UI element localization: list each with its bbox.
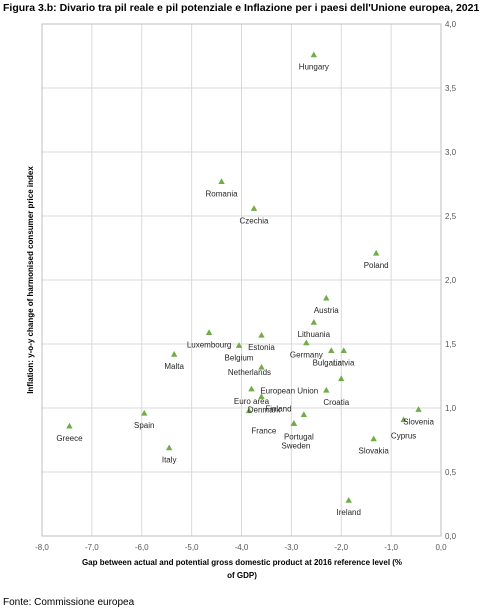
data-point — [310, 319, 318, 325]
point-labels: Hungary Romania Czechia Poland Austria Lithua… — [56, 63, 434, 517]
y-tick-label: 2,0 — [445, 276, 457, 285]
data-point — [205, 329, 213, 336]
y-tick-label: 1,0 — [445, 404, 457, 413]
data-point — [400, 416, 407, 423]
y-tick-label: 1,5 — [445, 340, 457, 349]
x-tick-label: -1,0 — [384, 543, 398, 552]
data-point — [218, 178, 225, 184]
data-label: Romania — [206, 189, 239, 198]
data-point — [328, 347, 335, 353]
grid — [41, 23, 442, 537]
data-point — [290, 420, 298, 426]
data-point — [323, 294, 330, 301]
y-tick-label: 4,0 — [445, 20, 457, 29]
data-label: European Union — [260, 387, 318, 396]
data-label: Euro area — [234, 397, 270, 406]
data-label: Latvia — [333, 358, 355, 367]
source-note: Fonte: Commissione europea — [3, 597, 135, 608]
data-label: Estonia — [248, 343, 275, 352]
data-label: Slovenia — [403, 417, 434, 426]
data-label: Ireland — [336, 508, 360, 517]
data-label: Cyprus — [391, 432, 416, 441]
data-label: Denmark — [248, 406, 281, 415]
x-tick-label: -4,0 — [235, 543, 249, 552]
data-label: Luxembourg — [187, 340, 231, 349]
data-point — [141, 409, 148, 416]
data-point — [245, 407, 253, 414]
data-label: Finland — [265, 404, 291, 413]
figure-title: Figura 3.b: Divario tra pil reale e pil … — [3, 2, 480, 14]
x-tick-label: -6,0 — [135, 543, 149, 552]
data-label: Czechia — [240, 216, 269, 225]
data-label: Portugal — [284, 432, 314, 441]
data-point — [248, 385, 255, 392]
data-label: Spain — [134, 421, 154, 430]
scatter-chart: -8,0 -7,0 -6,0 -5,0 -4,0 -3,0 -2,0 -1,0 0,0 0,00… — [26, 20, 457, 580]
y-tick-label: 3,5 — [445, 84, 457, 93]
x-tick-label: -2,0 — [334, 543, 348, 552]
data-point — [303, 339, 310, 346]
data-label: Italy — [162, 456, 177, 465]
x-tick-label: -3,0 — [284, 543, 298, 552]
data-point — [170, 351, 178, 357]
y-tick-label: 0,0 — [445, 532, 457, 541]
x-axis-label-line1: Gap between actual and potential gross d… — [82, 558, 402, 567]
x-tick-label: -7,0 — [85, 543, 99, 552]
data-point — [340, 347, 347, 353]
data-label: Slovakia — [359, 447, 390, 456]
data-point — [415, 406, 422, 412]
data-label: Hungary — [299, 63, 329, 72]
x-tick-label: -5,0 — [185, 543, 199, 552]
data-label: Bulgaria — [313, 358, 343, 367]
data-points — [66, 51, 422, 503]
data-point — [372, 249, 380, 256]
data-point — [250, 205, 258, 211]
data-label: Sweden — [281, 441, 310, 450]
data-point — [258, 363, 265, 370]
data-label: Croatia — [323, 398, 349, 407]
data-point — [310, 51, 318, 58]
y-tick-label: 2,5 — [445, 212, 457, 221]
y-axis-label: Inflation: y-o-y change of harmonised co… — [26, 166, 35, 394]
x-axis-ticks: -8,0 -7,0 -6,0 -5,0 -4,0 -3,0 -2,0 -1,0 0,0 — [35, 543, 447, 552]
data-point — [370, 435, 377, 442]
data-label: Austria — [314, 306, 339, 315]
data-label: Lithuania — [298, 330, 331, 339]
plot-frame — [41, 23, 442, 537]
data-point — [66, 422, 73, 429]
data-label: Netherlands — [228, 368, 271, 377]
data-label: Malta — [164, 362, 184, 371]
data-point — [165, 444, 173, 451]
data-label: Poland — [364, 261, 389, 270]
data-label: Belgium — [225, 353, 254, 362]
data-label: France — [251, 426, 276, 435]
data-point — [258, 393, 265, 400]
data-point — [258, 331, 265, 338]
y-axis-ticks: 0,0 0,5 1,0 1,5 2,0 2,5 3,0 3,5 4,0 — [445, 20, 457, 541]
x-tick-label: 0,0 — [435, 543, 447, 552]
x-tick-label: -8,0 — [35, 543, 49, 552]
data-point — [345, 496, 352, 503]
y-tick-label: 0,5 — [445, 468, 457, 477]
data-point — [323, 386, 330, 393]
x-axis-label-line2: of GDP) — [227, 571, 257, 580]
y-tick-label: 3,0 — [445, 148, 457, 157]
data-label: Germany — [290, 351, 323, 360]
data-point — [235, 342, 243, 348]
data-label: Greece — [56, 434, 83, 443]
data-point — [338, 375, 345, 382]
data-point — [300, 411, 308, 417]
